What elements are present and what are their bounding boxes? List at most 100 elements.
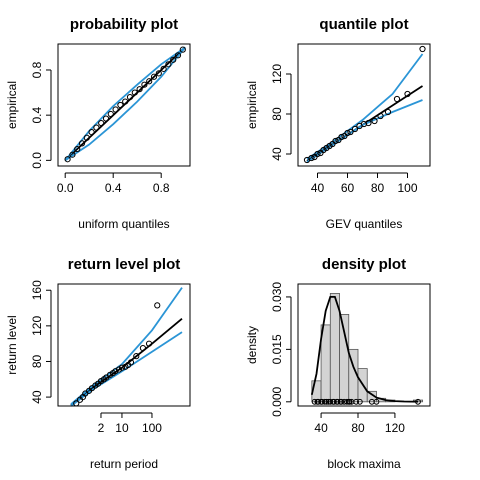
point bbox=[69, 151, 76, 158]
y-tick-label: 80 bbox=[30, 354, 44, 368]
hist-bar bbox=[339, 314, 350, 403]
point bbox=[107, 110, 114, 118]
panel-title: probability plot bbox=[70, 16, 178, 33]
x-tick-label: 120 bbox=[385, 421, 405, 435]
y-axis-label: empirical bbox=[245, 81, 259, 129]
x-tick-label: 100 bbox=[142, 421, 162, 435]
point bbox=[351, 125, 359, 133]
point bbox=[377, 112, 384, 120]
point bbox=[141, 81, 148, 88]
point bbox=[404, 90, 411, 98]
point bbox=[314, 150, 321, 158]
rug-point bbox=[356, 398, 363, 405]
y-tick-label: 40 bbox=[30, 390, 44, 404]
y-tick-label: 160 bbox=[30, 280, 44, 300]
point bbox=[150, 73, 158, 80]
point bbox=[170, 56, 177, 63]
rug-point bbox=[323, 398, 330, 405]
x-tick-label: 0.0 bbox=[57, 181, 74, 195]
point bbox=[139, 345, 147, 352]
x-tick-label: 40 bbox=[314, 421, 328, 435]
y-tick-label: 80 bbox=[270, 107, 284, 121]
point bbox=[384, 108, 392, 116]
point bbox=[360, 120, 368, 128]
point bbox=[338, 133, 345, 141]
point bbox=[160, 65, 167, 72]
point bbox=[136, 86, 143, 93]
point bbox=[83, 134, 90, 141]
plot-box bbox=[297, 283, 431, 407]
y-tick-label: 120 bbox=[270, 64, 284, 84]
y-tick-label: 40 bbox=[270, 147, 284, 161]
x-axis-label: return period bbox=[90, 457, 158, 471]
x-tick-label: 100 bbox=[397, 181, 417, 195]
curve bbox=[64, 46, 186, 162]
point bbox=[419, 45, 426, 53]
x-axis-label: block maxima bbox=[327, 457, 401, 471]
rug-point bbox=[353, 398, 360, 405]
rug-point bbox=[327, 398, 334, 405]
y-tick-label: 120 bbox=[30, 316, 44, 336]
point bbox=[145, 340, 153, 347]
x-tick-label: 60 bbox=[341, 181, 355, 195]
x-axis-label: GEV quantiles bbox=[326, 217, 403, 231]
rug-point bbox=[338, 398, 345, 405]
point bbox=[146, 78, 153, 85]
panel-title: return level plot bbox=[68, 256, 181, 273]
point bbox=[308, 154, 315, 162]
panel-title: density plot bbox=[322, 256, 406, 273]
y-tick-label: 0.030 bbox=[270, 282, 284, 312]
y-axis-label: density bbox=[245, 326, 259, 364]
plot-box bbox=[297, 43, 431, 167]
curve bbox=[306, 99, 423, 163]
point bbox=[133, 353, 140, 360]
plot-box bbox=[57, 283, 191, 407]
point bbox=[112, 368, 119, 375]
rug-point bbox=[331, 398, 337, 405]
panel-title: quantile plot bbox=[319, 16, 408, 33]
point bbox=[347, 128, 354, 136]
point bbox=[126, 93, 134, 101]
hist-bar bbox=[320, 324, 331, 403]
y-tick-label: 0.015 bbox=[270, 334, 284, 364]
point bbox=[93, 124, 100, 131]
point bbox=[112, 106, 119, 113]
rug-point bbox=[346, 398, 353, 405]
point bbox=[102, 115, 110, 122]
rug-point bbox=[321, 398, 328, 405]
x-axis-label: uniform quantiles bbox=[78, 217, 169, 231]
rug-point bbox=[373, 398, 380, 405]
y-tick-label: 0.000 bbox=[270, 386, 284, 416]
point bbox=[117, 101, 124, 109]
point bbox=[118, 364, 126, 371]
rug-point bbox=[334, 398, 341, 405]
point bbox=[98, 119, 105, 127]
point bbox=[393, 95, 401, 103]
curve bbox=[310, 296, 419, 403]
point bbox=[64, 156, 71, 163]
point bbox=[131, 89, 138, 96]
y-axis-label: return level bbox=[5, 315, 19, 374]
point bbox=[344, 129, 351, 137]
x-tick-label: 0.8 bbox=[153, 181, 170, 195]
point bbox=[122, 98, 129, 105]
rug-point bbox=[311, 398, 318, 405]
y-tick-label: 0.0 bbox=[30, 152, 44, 169]
rug-point bbox=[415, 398, 421, 405]
point bbox=[127, 359, 135, 366]
x-tick-label: 80 bbox=[351, 421, 365, 435]
point bbox=[154, 302, 161, 309]
curve bbox=[70, 287, 183, 405]
rug-point bbox=[315, 398, 322, 405]
point bbox=[179, 46, 186, 53]
point bbox=[371, 117, 378, 125]
point bbox=[88, 129, 95, 136]
plot-box bbox=[57, 43, 191, 167]
point bbox=[165, 61, 172, 68]
point bbox=[332, 137, 339, 145]
x-tick-label: 10 bbox=[115, 421, 129, 435]
point bbox=[365, 119, 372, 127]
x-tick-label: 40 bbox=[311, 181, 325, 195]
hist-bar bbox=[329, 293, 340, 403]
